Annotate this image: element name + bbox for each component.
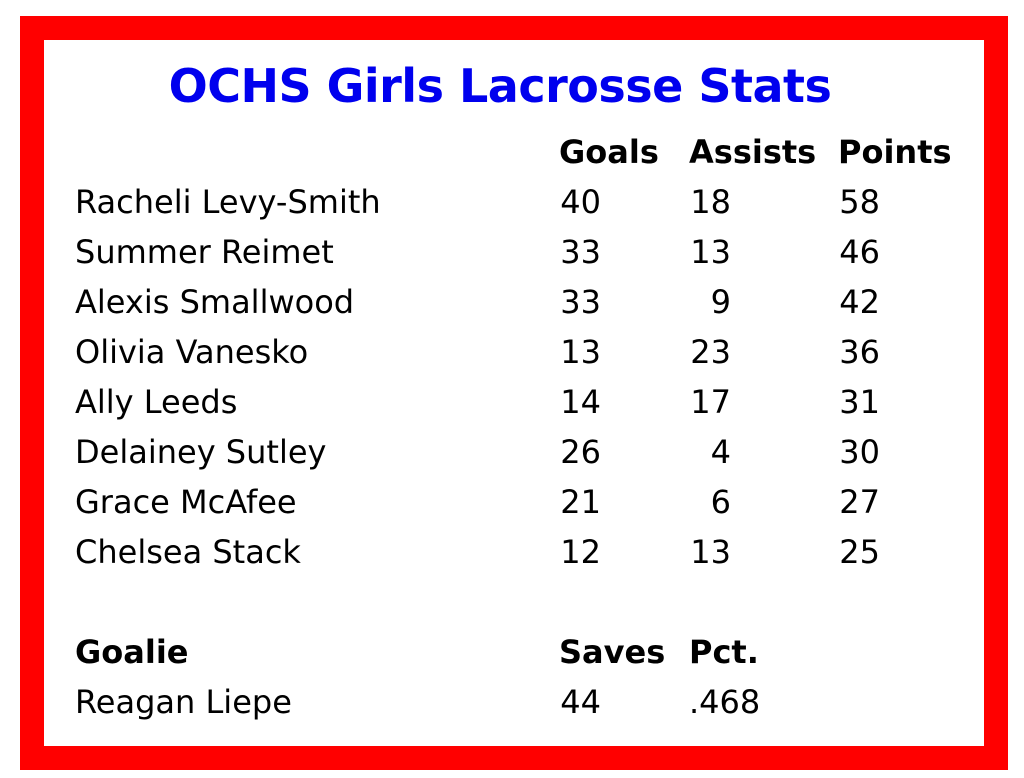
player-name: Summer Reimet [75,233,334,271]
player-points: 25 [839,533,880,571]
player-assists: 13 [690,233,731,271]
player-assists: 9 [710,283,731,321]
goalie-pct: .468 [689,683,761,721]
player-assists: 4 [710,433,731,471]
player-name: Delainey Sutley [75,433,327,471]
player-goals: 14 [560,383,601,421]
red-border-frame [20,16,1008,770]
column-header-pct: Pct. [689,633,759,671]
column-header-goalie: Goalie [75,633,189,671]
player-goals: 33 [560,233,601,271]
player-points: 36 [839,333,880,371]
player-goals: 33 [560,283,601,321]
column-header-assists: Assists [689,133,817,171]
player-name: Grace McAfee [75,483,297,521]
player-goals: 21 [560,483,601,521]
player-name: Ally Leeds [75,383,238,421]
player-name: Olivia Vanesko [75,333,309,371]
player-points: 27 [839,483,880,521]
player-name: Racheli Levy-Smith [75,183,381,221]
column-header-goals: Goals [559,133,659,171]
column-header-points: Points [838,133,952,171]
column-header-saves: Saves [559,633,666,671]
goalie-saves: 44 [560,683,601,721]
player-points: 46 [839,233,880,271]
player-assists: 17 [690,383,731,421]
player-assists: 18 [690,183,731,221]
player-points: 30 [839,433,880,471]
player-points: 58 [839,183,880,221]
player-assists: 23 [690,333,731,371]
player-name: Chelsea Stack [75,533,301,571]
page-title: OCHS Girls Lacrosse Stats [168,59,832,113]
player-assists: 6 [710,483,731,521]
player-points: 31 [839,383,880,421]
goalie-name: Reagan Liepe [75,683,292,721]
player-points: 42 [839,283,880,321]
player-goals: 26 [560,433,601,471]
player-goals: 12 [560,533,601,571]
player-goals: 40 [560,183,601,221]
player-goals: 13 [560,333,601,371]
player-name: Alexis Smallwood [75,283,355,321]
player-assists: 13 [690,533,731,571]
